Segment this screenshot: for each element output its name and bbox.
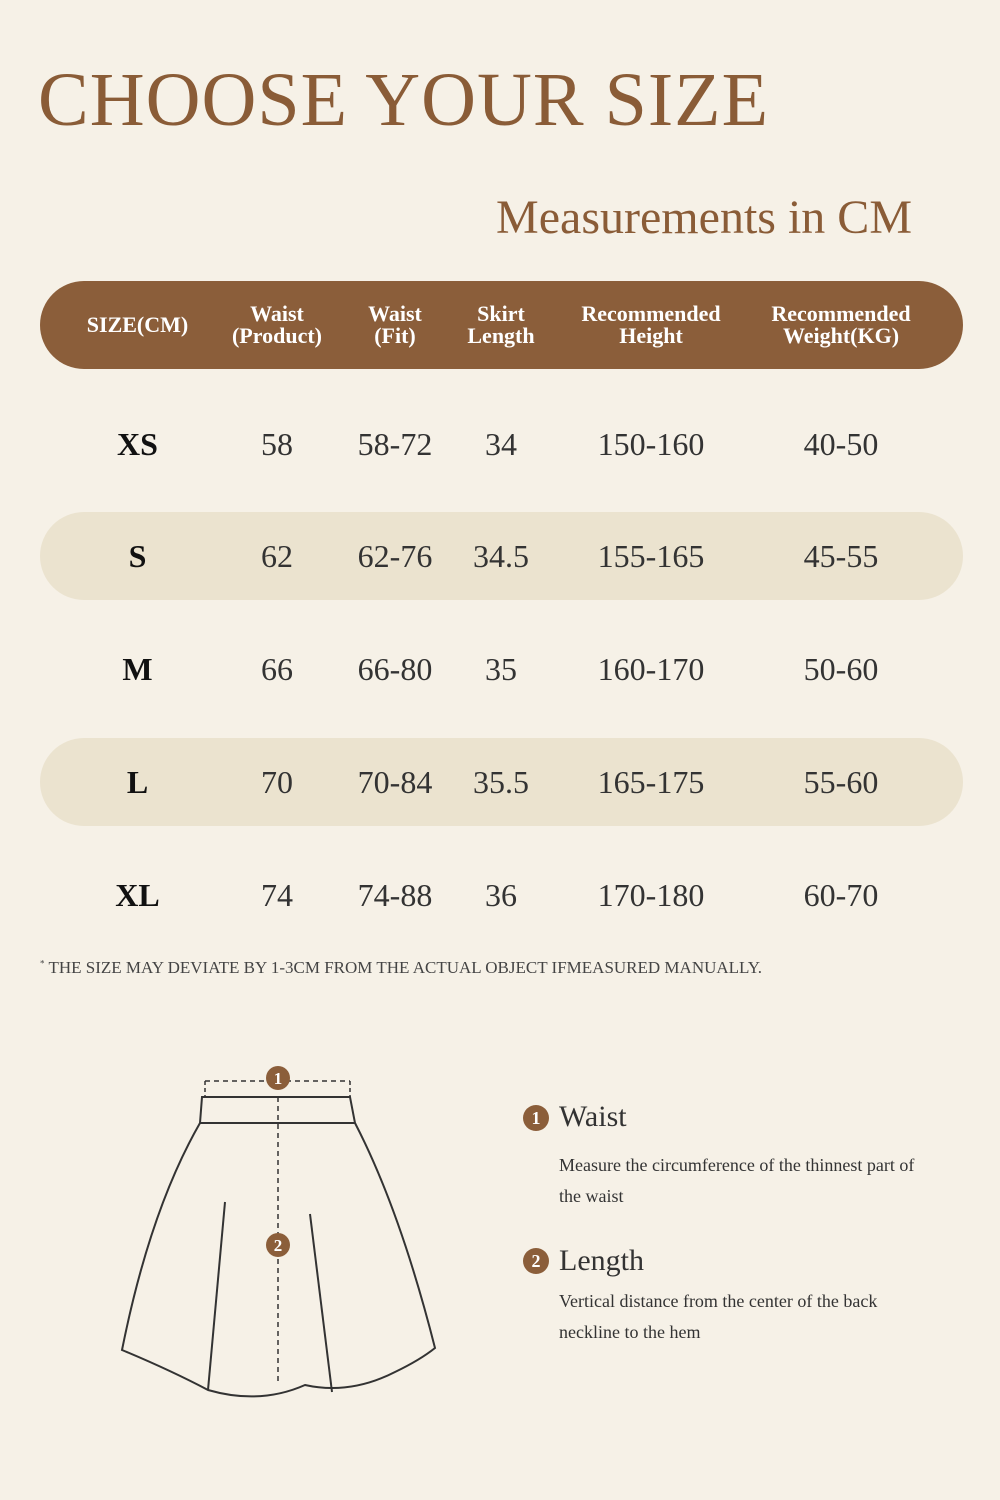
table-row: S 62 62-76 34.5 155-165 45-55: [40, 512, 963, 600]
header-size: SIZE(CM): [86, 312, 189, 337]
weight-cell: 55-60: [803, 763, 879, 800]
legend-length-title: Length: [559, 1244, 644, 1277]
height-cell: 150-160: [597, 425, 705, 462]
legend-waist-description: Measure the circumference of the thinnes…: [559, 1155, 915, 1206]
height-cell: 160-170: [597, 650, 705, 687]
table-row: XL 74 74-88 36 170-180 60-70: [40, 851, 963, 939]
size-table-header: SIZE(CM) Waist (Product) Waist (Fit) Ski…: [40, 281, 963, 369]
legend-waist-title: Waist: [559, 1100, 627, 1133]
page-title: CHOOSE YOUR SIZE: [38, 58, 769, 142]
table-row: M 66 66-80 35 160-170 50-60: [40, 625, 963, 713]
size-cell: XS: [117, 425, 158, 462]
waist-fit-cell: 74-88: [357, 876, 433, 913]
skirt-length-cell: 35.5: [473, 763, 529, 800]
waist-product-cell: 66: [261, 650, 293, 687]
size-deviation-note: * THE SIZE MAY DEVIATE BY 1-3CM FROM THE…: [40, 958, 762, 978]
weight-cell: 50-60: [803, 650, 879, 687]
waist-product-cell: 74: [261, 876, 293, 913]
length-marker-number: 2: [274, 1236, 283, 1255]
height-cell: 170-180: [597, 876, 705, 913]
note-marker: *: [40, 958, 45, 969]
waist-product-cell: 70: [261, 763, 293, 800]
header-recommended-weight: Recommended Weight(KG): [771, 301, 911, 348]
size-cell: XL: [115, 876, 160, 913]
header-recommended-height: Recommended Height: [581, 301, 721, 348]
skirt-length-cell: 36: [485, 876, 517, 913]
header-waist-fit: Waist (Fit): [368, 301, 422, 348]
waist-product-cell: 58: [261, 425, 293, 462]
header-skirt-length: Skirt Length: [467, 301, 535, 348]
skirt-pleat-right: [309, 1213, 333, 1393]
waist-fit-cell: 70-84: [357, 763, 433, 800]
legend-length-number: 2: [523, 1248, 549, 1274]
size-cell: S: [128, 537, 147, 574]
skirt-pleat-left: [207, 1201, 226, 1391]
page-subtitle: Measurements in CM: [496, 191, 912, 244]
legend-length-description: Vertical distance from the center of the…: [559, 1291, 878, 1342]
legend-waist-number: 1: [523, 1105, 549, 1131]
table-row: XS 58 58-72 34 150-160 40-50: [40, 400, 963, 488]
skirt-diagram: 1 2: [120, 1066, 437, 1398]
table-row: L 70 70-84 35.5 165-175 55-60: [40, 738, 963, 826]
note-text: THE SIZE MAY DEVIATE BY 1-3CM FROM THE A…: [48, 958, 763, 977]
waist-marker-number: 1: [274, 1069, 283, 1088]
header-waist-product: Waist (Product): [231, 301, 323, 348]
length-marker-icon: [266, 1233, 290, 1257]
size-cell: M: [122, 650, 153, 687]
weight-cell: 45-55: [803, 537, 879, 574]
waist-fit-cell: 62-76: [357, 537, 433, 574]
skirt-length-cell: 34.5: [473, 537, 529, 574]
waist-product-cell: 62: [261, 537, 293, 574]
waist-fit-cell: 66-80: [357, 650, 433, 687]
skirt-length-cell: 34: [485, 425, 517, 462]
size-cell: L: [126, 763, 149, 800]
waist-marker-icon: [266, 1066, 290, 1090]
skirt-body: [120, 1122, 437, 1398]
weight-cell: 40-50: [803, 425, 879, 462]
waist-fit-cell: 58-72: [357, 425, 433, 462]
skirt-length-cell: 35: [485, 650, 517, 687]
weight-cell: 60-70: [803, 876, 879, 913]
height-cell: 165-175: [597, 763, 705, 800]
height-cell: 155-165: [597, 537, 705, 574]
